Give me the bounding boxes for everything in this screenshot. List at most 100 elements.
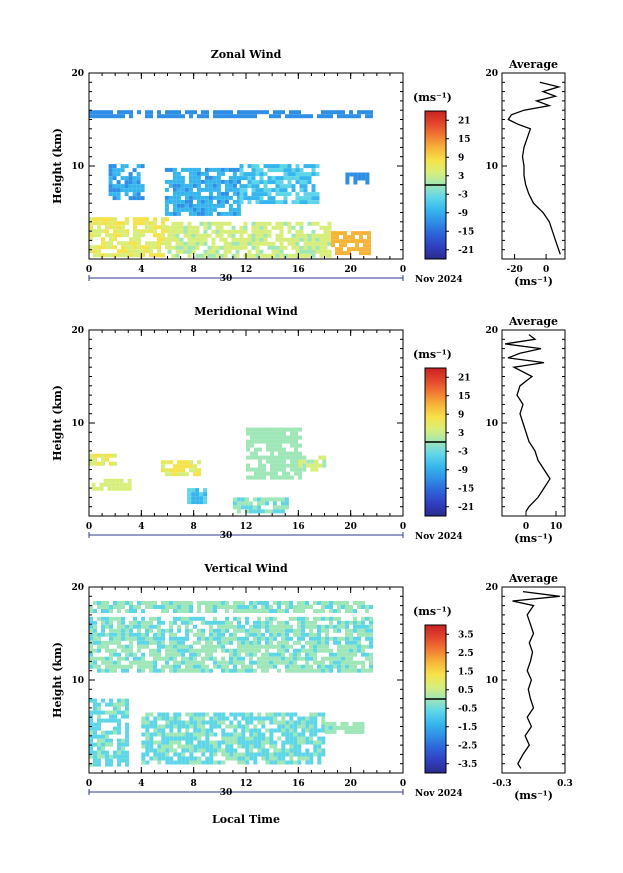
heatmap-cell <box>225 601 229 605</box>
heatmap-cell <box>113 652 117 657</box>
heatmap-cell <box>145 624 149 629</box>
heatmap-cell <box>105 245 109 250</box>
heatmap-cell <box>293 668 297 673</box>
heatmap-cell <box>121 605 125 609</box>
heatmap-cell <box>172 187 177 192</box>
heatmap-cell <box>293 640 297 645</box>
heatmap-cell <box>285 605 289 609</box>
heatmap-cell <box>247 249 252 254</box>
heatmap-cell <box>271 168 276 173</box>
heatmap-cell <box>241 712 246 717</box>
heatmap-cell <box>181 605 185 609</box>
heatmap-cell <box>281 110 285 115</box>
heatmap-cell <box>289 656 293 661</box>
heatmap-cell <box>203 488 208 493</box>
heatmap-cell <box>278 451 282 456</box>
heatmap-cell <box>306 459 311 464</box>
heatmap-cell <box>245 632 249 637</box>
heatmap-cell <box>251 192 256 197</box>
heatmap-cell <box>117 660 121 665</box>
heatmap-cell <box>132 192 137 197</box>
heatmap-cell <box>319 253 324 258</box>
heatmap-cell <box>101 698 105 703</box>
heatmap-cell <box>105 758 109 763</box>
heatmap-cell <box>229 720 234 725</box>
heatmap-cell <box>97 233 101 238</box>
heatmap-cell <box>297 752 302 757</box>
heatmap-cell <box>141 664 145 669</box>
heatmap-cell <box>257 624 261 629</box>
heatmap-cell <box>181 660 185 665</box>
heatmap-cell <box>262 467 266 472</box>
heatmap-cell <box>353 664 357 669</box>
heatmap-cell <box>245 740 250 745</box>
heatmap-cell <box>315 196 320 201</box>
heatmap-cell <box>279 237 284 242</box>
heatmap-cell <box>294 435 298 440</box>
heatmap-cell <box>279 176 284 181</box>
heatmap-cell <box>293 664 297 669</box>
heatmap-cell <box>149 605 153 609</box>
date-day-label: 30 <box>220 531 233 541</box>
heatmap-cell <box>305 648 309 653</box>
y-tick-label: 10 <box>71 676 84 686</box>
heatmap-cell <box>363 239 367 244</box>
heatmap-cell <box>105 624 109 629</box>
heatmap-cell <box>93 656 97 661</box>
heatmap-cell <box>277 660 281 665</box>
heatmap-cell <box>236 175 241 180</box>
heatmap-cell <box>305 720 310 725</box>
heatmap-cell <box>189 460 193 465</box>
heatmap-cell <box>153 652 157 657</box>
heatmap-cell <box>233 732 238 737</box>
heatmap-cell <box>365 605 369 609</box>
heatmap-cell <box>322 455 327 460</box>
heatmap-cell <box>161 609 165 613</box>
heatmap-cell <box>269 640 273 645</box>
x-tick-label: 0 <box>400 522 406 532</box>
heatmap-cell <box>261 744 266 749</box>
heatmap-cell <box>200 211 205 216</box>
heatmap-cell <box>149 748 154 753</box>
heatmap-cell <box>257 720 262 725</box>
heatmap-cell <box>315 192 320 197</box>
heatmap-cell <box>213 110 217 115</box>
heatmap-cell <box>128 196 133 201</box>
heatmap-cell <box>365 616 369 621</box>
heatmap-cell <box>201 628 205 633</box>
heatmap-cell <box>213 752 218 757</box>
heatmap-cell <box>165 720 170 725</box>
heatmap-cell <box>97 718 101 723</box>
heatmap-cell <box>365 656 369 661</box>
heatmap-cell <box>221 728 226 733</box>
heatmap-cell <box>301 728 306 733</box>
heatmap-cell <box>105 668 109 673</box>
heatmap-cell <box>137 217 141 222</box>
heatmap-cell <box>89 746 93 751</box>
heatmap-cell <box>361 632 365 637</box>
heatmap-cell <box>204 187 209 192</box>
heatmap-cell <box>189 114 193 119</box>
heatmap-cell <box>295 164 300 169</box>
heatmap-cell <box>269 632 273 637</box>
heatmap-cell <box>237 756 242 761</box>
heatmap-cell <box>213 636 217 641</box>
heatmap-cell <box>165 724 170 729</box>
heatmap-cell <box>269 652 273 657</box>
heatmap-cell <box>121 249 125 254</box>
heatmap-cell <box>297 736 302 741</box>
heatmap-cell <box>321 114 325 119</box>
heatmap-cell <box>293 744 298 749</box>
heatmap-cell <box>359 247 363 252</box>
heatmap-cell <box>107 482 112 487</box>
heatmap-cell <box>291 233 296 238</box>
heatmap-cell <box>233 724 238 729</box>
heatmap-cell <box>357 636 361 641</box>
heatmap-cell <box>153 225 157 230</box>
heatmap-cell <box>113 453 117 458</box>
heatmap-cell <box>193 756 198 761</box>
heatmap-cell <box>361 668 365 673</box>
heatmap-cell <box>268 497 273 502</box>
heatmap-cell <box>213 648 217 653</box>
